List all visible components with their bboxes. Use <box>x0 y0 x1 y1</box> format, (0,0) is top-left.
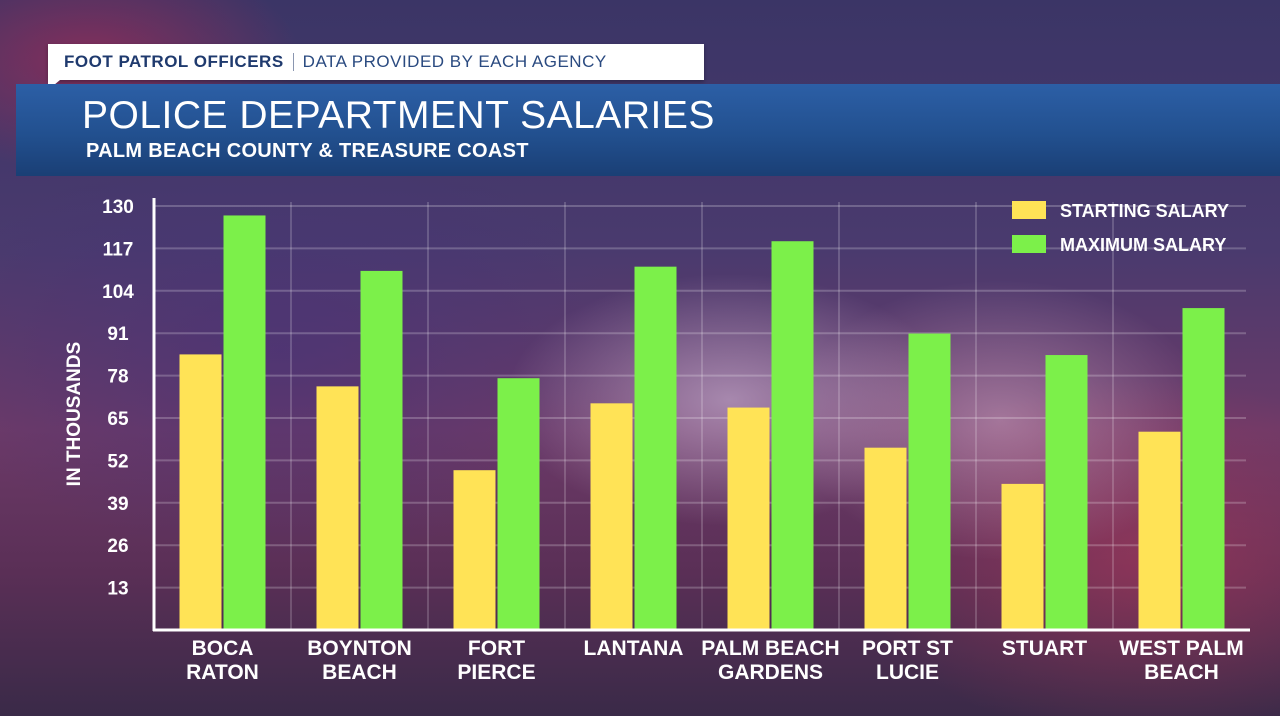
y-axis-title: IN THOUSANDS <box>64 342 85 487</box>
maximum-salary-bar <box>497 378 540 630</box>
tag-secondary: DATA PROVIDED BY EACH AGENCY <box>302 52 607 71</box>
starting-salary-bar <box>1138 431 1181 630</box>
y-tick-label: 117 <box>103 239 134 260</box>
starting-salary-bar <box>727 407 770 630</box>
maximum-salary-bar <box>1182 308 1225 630</box>
category-label-line: LANTANA <box>584 637 684 660</box>
category-label: PALM BEACH GARDENS <box>701 637 839 684</box>
category-label-line: BEACH <box>322 661 397 684</box>
category-label-line: PIERCE <box>457 661 535 684</box>
starting-salary-bar <box>453 470 496 630</box>
y-tick-label: 26 <box>107 536 128 557</box>
category-label-line: LUCIE <box>876 661 939 684</box>
category-label-line: BEACH <box>1144 661 1219 684</box>
starting-salary-bar <box>590 403 633 630</box>
category-label-line: WEST PALM <box>1119 637 1243 660</box>
category-label: FORT PIERCE <box>457 637 535 684</box>
y-tick-label: 52 <box>107 451 128 472</box>
category-label-line: BOYNTON <box>307 637 412 660</box>
category-label-line: FORT <box>468 637 525 660</box>
maximum-salary-bar <box>1045 355 1088 630</box>
chart-title: POLICE DEPARTMENT SALARIES <box>82 94 715 137</box>
legend-label-maximum: MAXIMUM SALARY <box>1060 235 1226 255</box>
category-label: STUART <box>1002 637 1087 660</box>
y-tick-label: 104 <box>102 282 134 303</box>
legend-swatch-starting <box>1012 201 1046 219</box>
y-tick-label: 78 <box>107 367 128 388</box>
category-label-line: RATON <box>186 661 259 684</box>
y-tick-label: 91 <box>107 324 129 345</box>
starting-salary-bar <box>864 447 907 630</box>
starting-salary-bar <box>1001 483 1044 630</box>
category-label-line: PALM BEACH <box>701 637 839 660</box>
starting-salary-bar <box>316 386 359 630</box>
y-tick-label: 65 <box>107 409 129 430</box>
tag-primary: FOOT PATROL OFFICERS <box>64 52 284 71</box>
legend-label-starting: STARTING SALARY <box>1060 201 1229 221</box>
category-label: PORT ST LUCIE <box>862 637 953 684</box>
maximum-salary-bar <box>360 270 403 630</box>
category-label-line: STUART <box>1002 637 1087 660</box>
y-tick-label: 130 <box>102 197 134 218</box>
y-tick-label: 39 <box>107 494 128 515</box>
source-tag: FOOT PATROL OFFICERS DATA PROVIDED BY EA… <box>48 44 704 80</box>
y-tick-label: 13 <box>107 579 128 600</box>
starting-salary-bar <box>179 354 222 630</box>
category-label: LANTANA <box>584 637 684 660</box>
maximum-salary-bar <box>908 333 951 630</box>
chart-subtitle: PALM BEACH COUNTY & TREASURE COAST <box>86 140 529 162</box>
category-label-line: BOCA <box>192 637 254 660</box>
category-label: WEST PALM BEACH <box>1119 637 1243 684</box>
maximum-salary-bar <box>634 266 677 630</box>
category-label: BOCA RATON <box>186 637 259 684</box>
category-label-line: PORT ST <box>862 637 953 660</box>
category-label-line: GARDENS <box>718 661 823 684</box>
legend-swatch-maximum <box>1012 235 1046 253</box>
title-banner: POLICE DEPARTMENT SALARIES PALM BEACH CO… <box>16 84 1280 176</box>
maximum-salary-bar <box>771 241 814 630</box>
maximum-salary-bar <box>223 215 266 630</box>
tag-separator <box>292 53 294 71</box>
category-label: BOYNTON BEACH <box>307 637 412 684</box>
